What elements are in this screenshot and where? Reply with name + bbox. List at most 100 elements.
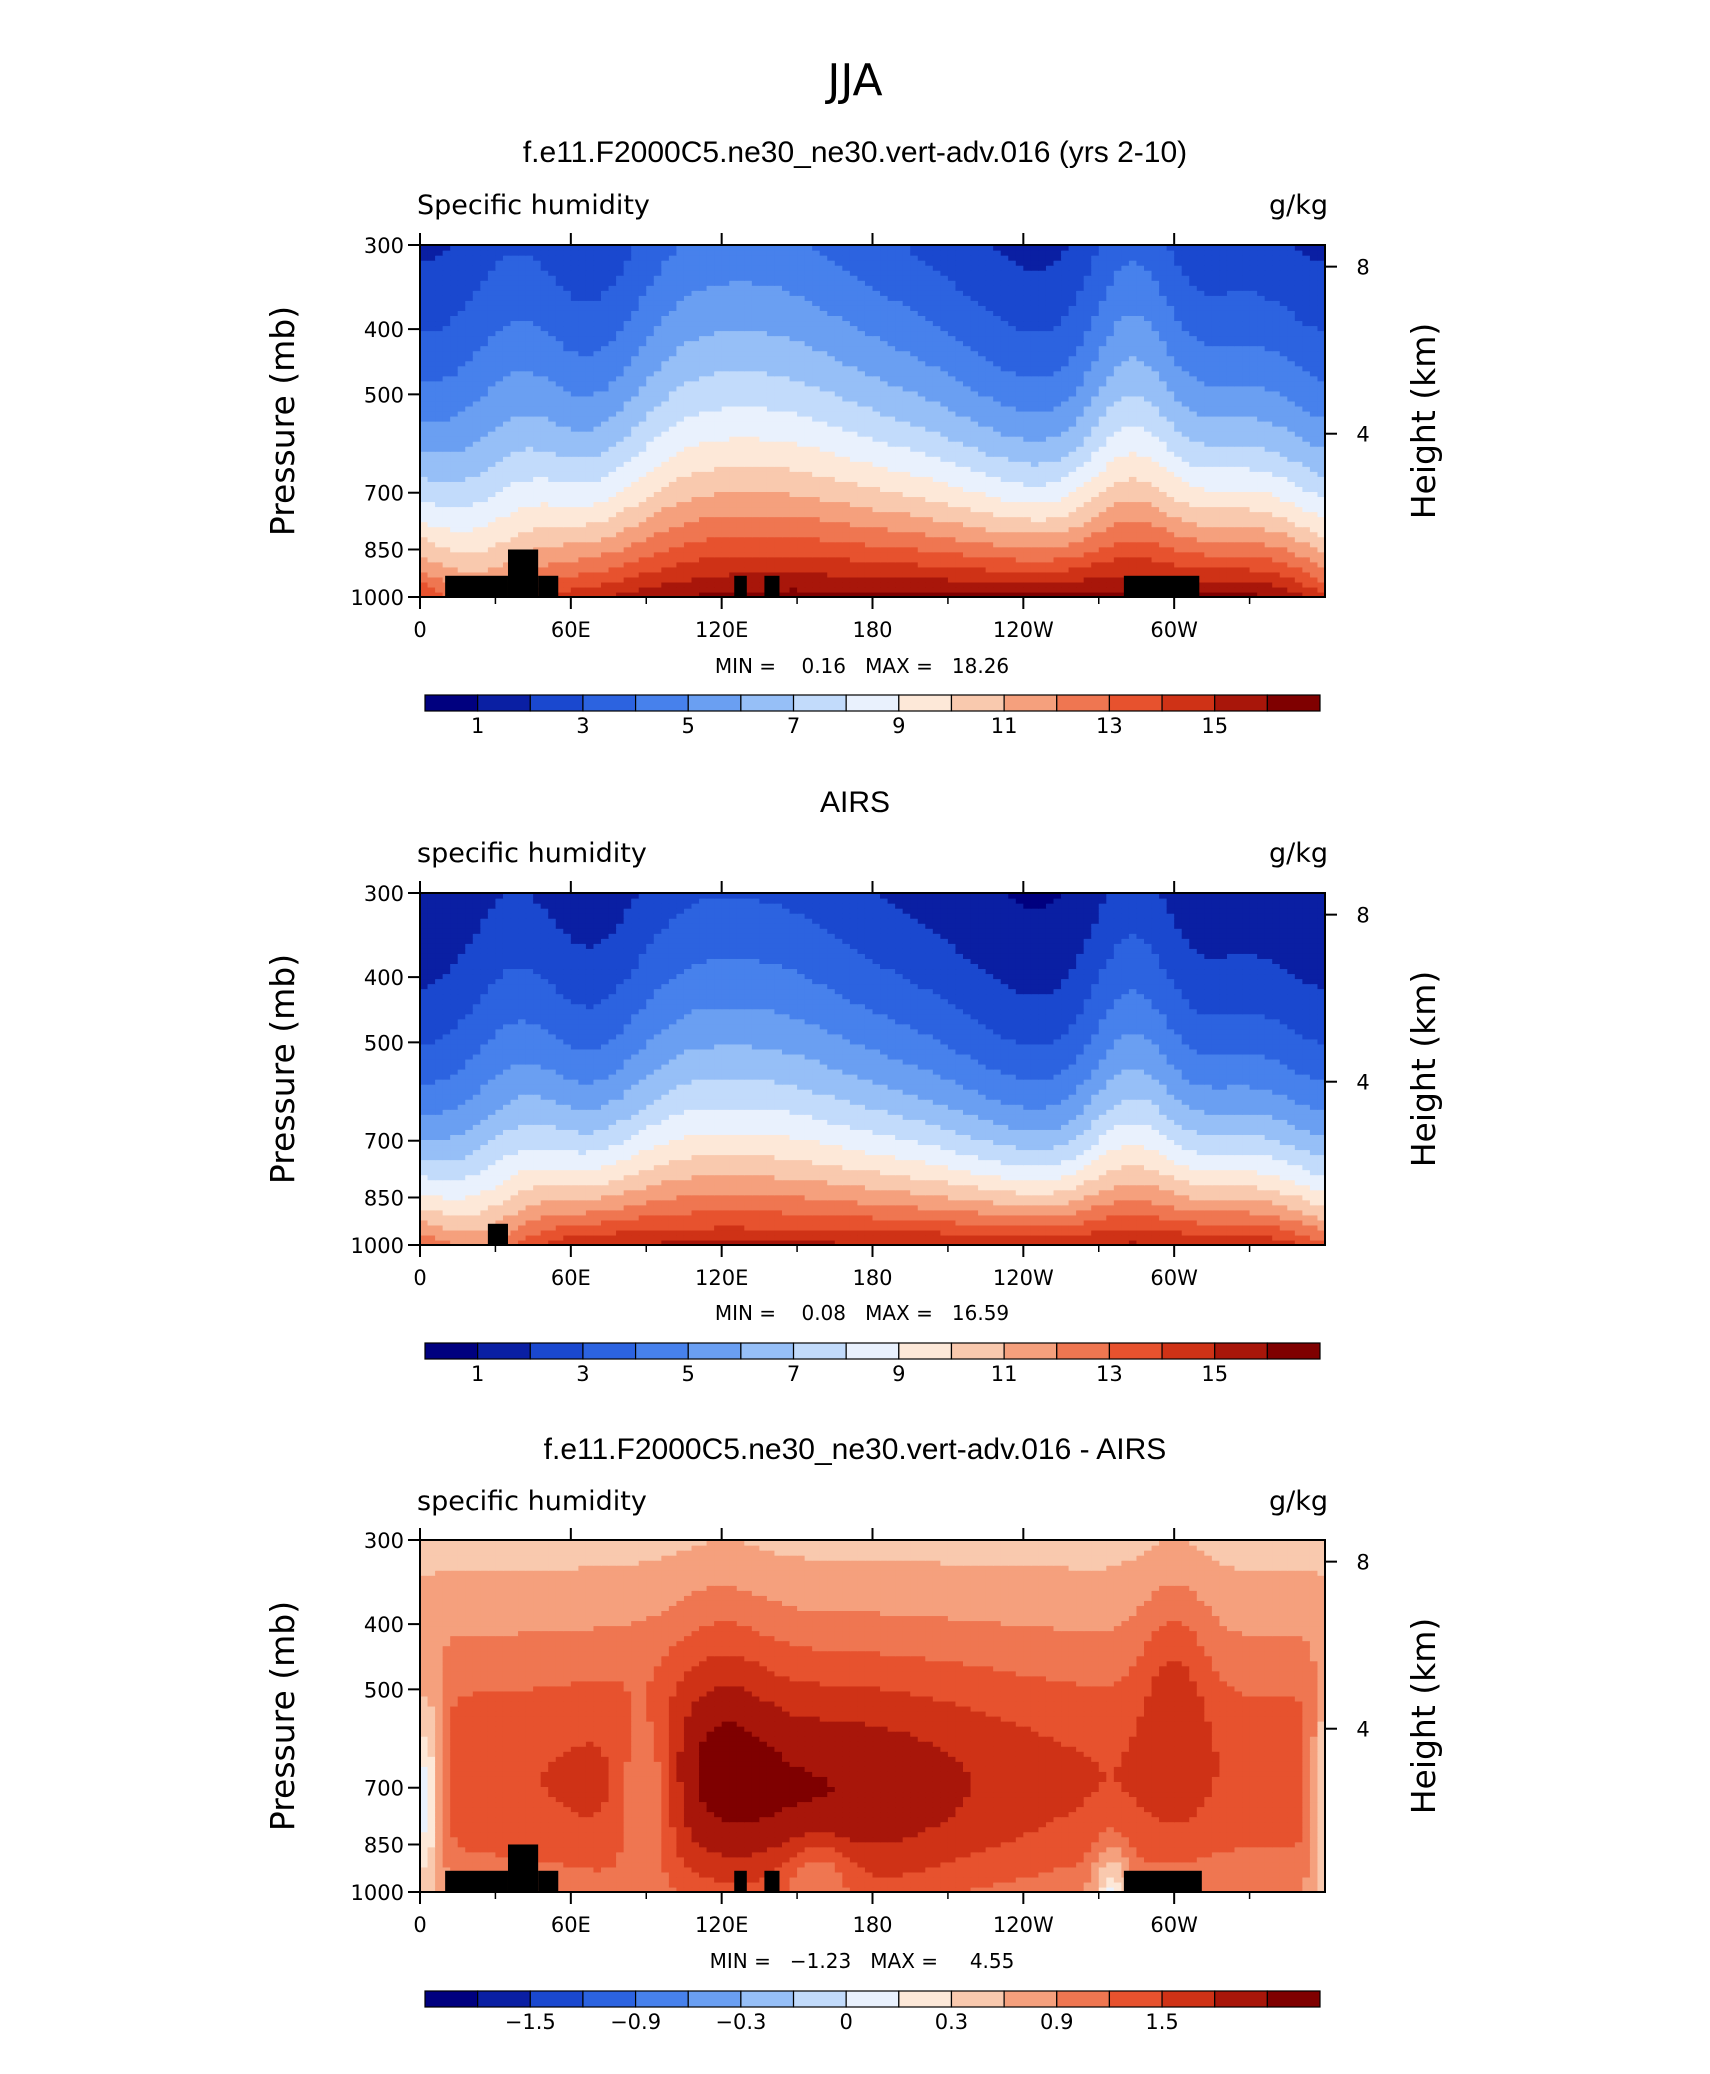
- contour-cell: [1211, 546, 1221, 553]
- contour-cell: [744, 486, 753, 492]
- contour-cell: [563, 551, 572, 558]
- contour-cell: [970, 586, 979, 593]
- contour-cell: [608, 400, 617, 407]
- contour-cell: [978, 576, 987, 583]
- contour-cell: [1294, 586, 1303, 593]
- contour-cell: [872, 536, 881, 543]
- contour-cell: [1234, 521, 1243, 528]
- contour-cell: [638, 410, 647, 417]
- contour-cell: [570, 415, 579, 422]
- contour-cell: [774, 511, 783, 518]
- contour-cell: [917, 421, 926, 427]
- contour-cell: [495, 526, 504, 533]
- contour-cell: [1159, 566, 1168, 573]
- contour-cell: [1234, 415, 1243, 422]
- contour-cell: [1023, 521, 1032, 528]
- contour-cell: [1279, 526, 1288, 533]
- contour-cell: [525, 536, 534, 543]
- contour-cell: [1136, 521, 1145, 528]
- contour-cell: [1279, 516, 1288, 523]
- contour-cell: [827, 400, 836, 407]
- contour-cell: [1279, 395, 1288, 402]
- contour-cell: [1204, 571, 1213, 578]
- contour-cell: [525, 471, 534, 477]
- contour-cell: [533, 526, 542, 533]
- contour-cell: [1317, 461, 1325, 467]
- contour-cell: [601, 586, 610, 593]
- contour-cell: [691, 576, 700, 583]
- contour-cell: [1151, 506, 1160, 513]
- contour-cell: [1309, 395, 1319, 402]
- contour-cell: [427, 405, 436, 412]
- contour-cell: [1174, 421, 1183, 427]
- contour-cell: [849, 441, 859, 447]
- contour-cell: [668, 466, 678, 472]
- contour-cell: [420, 461, 429, 467]
- contour-cell: [683, 405, 693, 412]
- contour-cell: [1287, 561, 1296, 568]
- contour-cell: [480, 471, 489, 477]
- contour-cell: [872, 405, 881, 412]
- contour-cell: [1204, 421, 1213, 427]
- contour-cell: [691, 571, 700, 578]
- contour-cell: [849, 541, 859, 548]
- contour-cell: [917, 390, 926, 397]
- contour-cell: [525, 395, 534, 402]
- contour-cell: [1272, 546, 1281, 553]
- contour-cell: [1264, 426, 1273, 432]
- contour-cell: [668, 431, 678, 437]
- contour-cell: [932, 501, 941, 508]
- contour-cell: [1136, 516, 1145, 523]
- contour-cell: [465, 446, 474, 452]
- contour-cell: [1264, 576, 1273, 583]
- contour-cell: [789, 451, 798, 457]
- contour-cell: [736, 441, 745, 447]
- contour-cell: [872, 451, 881, 457]
- contour-cell: [1242, 395, 1251, 402]
- contour-cell: [1061, 576, 1070, 583]
- contour-cell: [1083, 451, 1092, 457]
- contour-cell: [744, 390, 753, 397]
- contour-cell: [699, 481, 708, 487]
- contour-cell: [465, 541, 474, 548]
- contour-cell: [736, 436, 745, 442]
- contour-cell: [1128, 466, 1138, 472]
- contour-cell: [1211, 556, 1221, 563]
- contour-cell: [570, 541, 579, 548]
- contour-cell: [714, 561, 723, 568]
- contour-cell: [623, 521, 632, 528]
- contour-cell: [427, 551, 436, 558]
- contour-cell: [872, 471, 881, 477]
- contour-cell: [683, 415, 693, 422]
- contour-cell: [789, 586, 798, 593]
- contour-cell: [638, 451, 647, 457]
- contour-cell: [857, 586, 866, 593]
- contour-cell: [457, 426, 466, 432]
- contour-cell: [661, 576, 670, 583]
- contour-cell: [1068, 566, 1077, 573]
- contour-cell: [1294, 496, 1303, 503]
- contour-cell: [1226, 526, 1236, 533]
- contour-cell: [1219, 586, 1228, 593]
- contour-cell: [1189, 390, 1198, 397]
- contour-cell: [487, 541, 497, 548]
- contour-cell: [563, 431, 572, 437]
- contour-cell: [661, 471, 670, 477]
- contour-cell: [736, 546, 745, 553]
- contour-cell: [902, 516, 911, 523]
- contour-cell: [736, 405, 745, 412]
- contour-cell: [1204, 436, 1213, 442]
- contour-cell: [593, 586, 602, 593]
- contour-cell: [646, 421, 655, 427]
- contour-cell: [653, 461, 662, 467]
- contour-cell: [706, 476, 715, 482]
- contour-cell: [1159, 546, 1168, 553]
- contour-cell: [804, 516, 813, 523]
- contour-cell: [864, 581, 874, 588]
- contour-cell: [1128, 400, 1138, 407]
- contour-cell: [1030, 400, 1040, 407]
- contour-cell: [1144, 426, 1153, 432]
- contour-cell: [812, 496, 821, 503]
- contour-cell: [495, 385, 504, 392]
- contour-cell: [548, 410, 557, 417]
